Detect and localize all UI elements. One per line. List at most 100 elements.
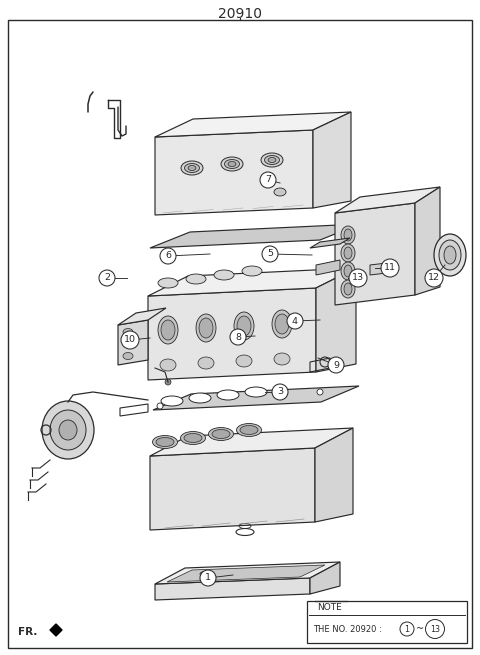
- Circle shape: [230, 329, 246, 345]
- Ellipse shape: [344, 265, 352, 277]
- Polygon shape: [316, 260, 340, 275]
- Text: 13: 13: [430, 624, 440, 633]
- Ellipse shape: [341, 280, 355, 298]
- Circle shape: [425, 620, 444, 639]
- Ellipse shape: [245, 387, 267, 397]
- Ellipse shape: [237, 316, 251, 336]
- Ellipse shape: [184, 434, 202, 443]
- Ellipse shape: [196, 314, 216, 342]
- Text: 20910: 20910: [218, 7, 262, 21]
- Ellipse shape: [153, 436, 178, 449]
- Ellipse shape: [274, 353, 290, 365]
- Polygon shape: [155, 562, 340, 584]
- Ellipse shape: [198, 357, 214, 369]
- Circle shape: [381, 259, 399, 277]
- Circle shape: [121, 331, 139, 349]
- Ellipse shape: [237, 424, 262, 436]
- Polygon shape: [155, 112, 351, 137]
- Ellipse shape: [439, 240, 461, 270]
- Circle shape: [425, 269, 443, 287]
- Text: 9: 9: [333, 360, 339, 369]
- Text: 1: 1: [205, 574, 211, 582]
- Ellipse shape: [341, 262, 355, 280]
- Ellipse shape: [214, 270, 234, 280]
- Ellipse shape: [158, 278, 178, 288]
- Text: THE NO. 20920 :: THE NO. 20920 :: [313, 624, 382, 633]
- Ellipse shape: [344, 247, 352, 259]
- Circle shape: [160, 248, 176, 264]
- Ellipse shape: [199, 318, 213, 338]
- Ellipse shape: [261, 153, 283, 167]
- Ellipse shape: [156, 438, 174, 447]
- Polygon shape: [335, 203, 415, 305]
- Ellipse shape: [242, 266, 262, 276]
- Circle shape: [400, 622, 414, 636]
- Ellipse shape: [344, 229, 352, 241]
- Ellipse shape: [236, 355, 252, 367]
- Polygon shape: [118, 308, 166, 325]
- Polygon shape: [316, 268, 356, 372]
- Circle shape: [328, 357, 344, 373]
- Polygon shape: [310, 238, 350, 248]
- Circle shape: [260, 172, 276, 188]
- Polygon shape: [370, 262, 395, 275]
- Circle shape: [349, 269, 367, 287]
- Polygon shape: [153, 386, 359, 410]
- Ellipse shape: [272, 310, 292, 338]
- Ellipse shape: [180, 432, 205, 445]
- Polygon shape: [155, 578, 310, 600]
- Ellipse shape: [264, 155, 279, 164]
- Ellipse shape: [221, 157, 243, 171]
- Polygon shape: [335, 187, 440, 213]
- Ellipse shape: [59, 420, 77, 440]
- Text: 5: 5: [267, 250, 273, 259]
- Polygon shape: [415, 187, 440, 295]
- Polygon shape: [167, 565, 325, 582]
- Ellipse shape: [268, 157, 276, 162]
- Polygon shape: [150, 448, 315, 530]
- Ellipse shape: [228, 162, 236, 166]
- Text: 7: 7: [265, 176, 271, 185]
- Circle shape: [157, 403, 163, 409]
- Text: 10: 10: [124, 335, 136, 345]
- Text: 1: 1: [405, 624, 409, 633]
- Ellipse shape: [123, 329, 133, 335]
- Text: 3: 3: [277, 388, 283, 396]
- Ellipse shape: [200, 572, 210, 576]
- Ellipse shape: [123, 352, 133, 360]
- Circle shape: [272, 384, 288, 400]
- Polygon shape: [315, 428, 353, 522]
- Ellipse shape: [160, 359, 176, 371]
- Polygon shape: [118, 320, 148, 365]
- Text: ~: ~: [416, 624, 424, 634]
- Polygon shape: [148, 288, 316, 380]
- Ellipse shape: [341, 244, 355, 262]
- Ellipse shape: [186, 274, 206, 284]
- Ellipse shape: [42, 401, 94, 459]
- Ellipse shape: [225, 160, 240, 168]
- Text: 2: 2: [104, 274, 110, 282]
- Ellipse shape: [184, 164, 200, 172]
- Text: FR.: FR.: [18, 627, 37, 637]
- Ellipse shape: [161, 320, 175, 340]
- Polygon shape: [313, 112, 351, 208]
- Polygon shape: [50, 624, 62, 630]
- Ellipse shape: [161, 396, 183, 406]
- Polygon shape: [150, 428, 353, 456]
- Ellipse shape: [189, 393, 211, 403]
- Text: 13: 13: [352, 274, 364, 282]
- Text: 12: 12: [428, 274, 440, 282]
- Ellipse shape: [240, 426, 258, 434]
- Ellipse shape: [344, 283, 352, 295]
- Text: 11: 11: [384, 263, 396, 272]
- Ellipse shape: [341, 226, 355, 244]
- Polygon shape: [50, 630, 62, 636]
- Circle shape: [262, 246, 278, 262]
- Text: 8: 8: [235, 333, 241, 341]
- Text: 4: 4: [292, 316, 298, 326]
- Ellipse shape: [212, 430, 230, 438]
- Ellipse shape: [188, 166, 196, 170]
- Ellipse shape: [274, 188, 286, 196]
- Ellipse shape: [434, 234, 466, 276]
- Ellipse shape: [181, 161, 203, 175]
